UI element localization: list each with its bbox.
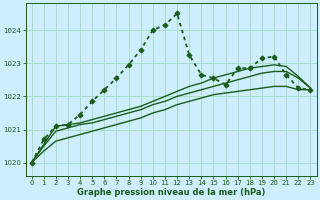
X-axis label: Graphe pression niveau de la mer (hPa): Graphe pression niveau de la mer (hPa) xyxy=(77,188,265,197)
